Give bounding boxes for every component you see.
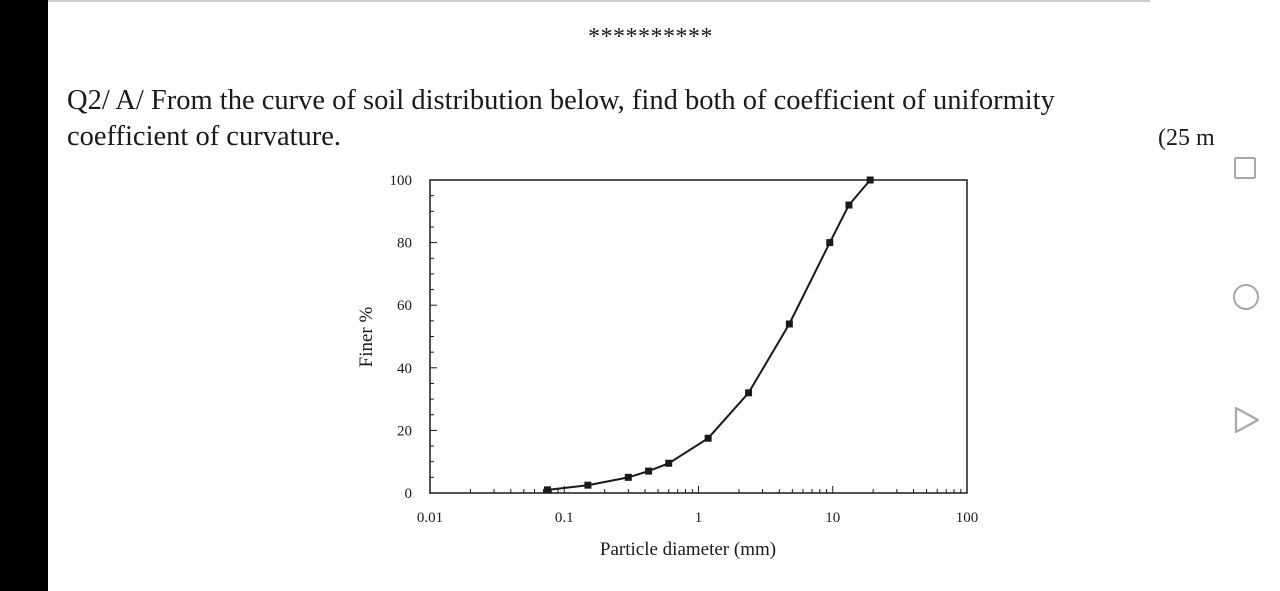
y-tick-labels: 0 20 40 60 80 100 bbox=[390, 173, 413, 502]
x-axis-label: Particle diameter (mm) bbox=[600, 539, 776, 560]
x-tick-label: 10 bbox=[825, 510, 840, 526]
question-line-1: Q2/ A/ From the curve of soil distributi… bbox=[67, 85, 1055, 116]
y-tick-label: 20 bbox=[397, 423, 412, 439]
grain-size-chart: 0 20 40 60 80 100 0.01 0.1 1 10 100 Finer % Parti… bbox=[356, 173, 978, 560]
square-icon[interactable] bbox=[1234, 157, 1256, 179]
top-divider bbox=[48, 0, 1150, 2]
y-tick-label: 100 bbox=[390, 173, 413, 189]
data-point bbox=[543, 486, 551, 494]
data-point bbox=[704, 434, 712, 442]
question-line-2: coefficient of curvature. bbox=[67, 121, 342, 152]
data-point bbox=[624, 473, 632, 481]
y-tick-label: 0 bbox=[405, 486, 413, 502]
series-line bbox=[547, 179, 871, 491]
circle-icon[interactable] bbox=[1233, 284, 1259, 310]
x-tick-labels: 0.01 0.1 1 10 100 bbox=[417, 510, 978, 526]
y-tick-label: 60 bbox=[397, 298, 412, 314]
data-point bbox=[845, 201, 853, 209]
data-point bbox=[645, 467, 653, 475]
x-tick-label: 100 bbox=[956, 510, 979, 526]
question-text: Q2/ A/ From the curve of soil distributi… bbox=[67, 83, 1217, 155]
x-tick-label: 0.01 bbox=[417, 510, 443, 526]
y-tick-label: 40 bbox=[397, 361, 412, 377]
triangle-play-icon[interactable] bbox=[1233, 406, 1261, 434]
y-axis-label: Finer % bbox=[356, 306, 377, 367]
marks-label: (25 m bbox=[1158, 125, 1215, 151]
data-point bbox=[584, 481, 592, 489]
separator-asterisks: ********** bbox=[588, 24, 713, 50]
data-point bbox=[826, 239, 834, 247]
x-tick-label: 0.1 bbox=[555, 510, 574, 526]
y-tick-label: 80 bbox=[397, 236, 412, 252]
data-points bbox=[543, 176, 874, 494]
x-tick-label: 1 bbox=[695, 510, 703, 526]
data-point bbox=[866, 176, 874, 184]
axes-ticks bbox=[429, 179, 962, 494]
data-point bbox=[665, 459, 673, 467]
data-point bbox=[785, 320, 793, 328]
plot-frame bbox=[429, 179, 968, 494]
data-point bbox=[745, 389, 753, 397]
left-black-bar bbox=[0, 0, 48, 591]
